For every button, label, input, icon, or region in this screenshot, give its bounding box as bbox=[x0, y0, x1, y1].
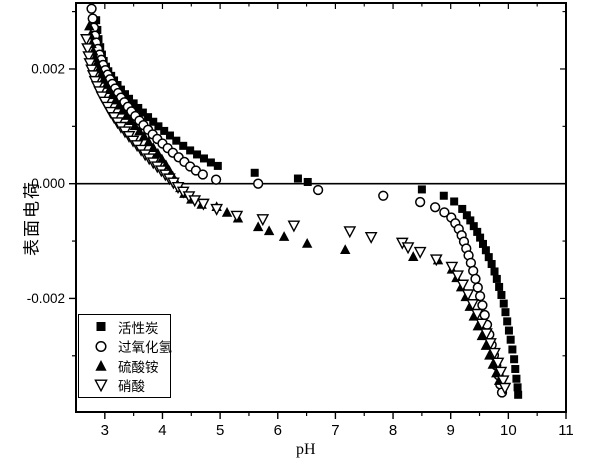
x-tick-label: 4 bbox=[158, 422, 166, 439]
x-tick-label: 9 bbox=[447, 422, 455, 439]
x-axis-title: pH bbox=[296, 441, 316, 458]
legend-label: 硝酸 bbox=[118, 379, 145, 396]
x-tick-label: 8 bbox=[389, 422, 397, 439]
x-tick-label: 5 bbox=[216, 422, 224, 439]
x-tick-label: 7 bbox=[331, 422, 339, 439]
y-tick-label: 0.000 bbox=[31, 176, 65, 191]
legend-label: 硫酸铵 bbox=[118, 359, 159, 376]
x-tick-label: 6 bbox=[274, 422, 282, 439]
filled-square-icon bbox=[96, 322, 106, 332]
legend-item-hydrogen-peroxide: 过氧化氢 bbox=[93, 337, 172, 357]
legend-item-ammonium-sulfate: 硫酸铵 bbox=[93, 356, 170, 376]
series-nitric-acid bbox=[80, 34, 512, 395]
y-axis-title: 表面电荷 bbox=[22, 180, 43, 256]
x-tick-label: 11 bbox=[558, 422, 574, 439]
legend-label: 活性炭 bbox=[118, 320, 159, 337]
y-tick-label: 0.002 bbox=[31, 61, 65, 76]
filled-triangle-up-icon bbox=[95, 360, 107, 371]
plot-border bbox=[75, 2, 567, 413]
legend-item-activated-carbon: 活性炭 bbox=[93, 317, 170, 337]
open-triangle-down-icon bbox=[94, 379, 108, 392]
y-tick-label: -0.002 bbox=[27, 291, 65, 306]
legend-label: 过氧化氢 bbox=[118, 340, 172, 357]
legend-item-nitric-acid: 硝酸 bbox=[93, 376, 170, 395]
legend: 活性炭 过氧化氢 硫酸铵 硝酸 bbox=[78, 314, 172, 398]
x-tick-label: 3 bbox=[101, 422, 109, 439]
open-circle-icon bbox=[95, 340, 107, 352]
x-tick-label: 10 bbox=[500, 422, 517, 439]
